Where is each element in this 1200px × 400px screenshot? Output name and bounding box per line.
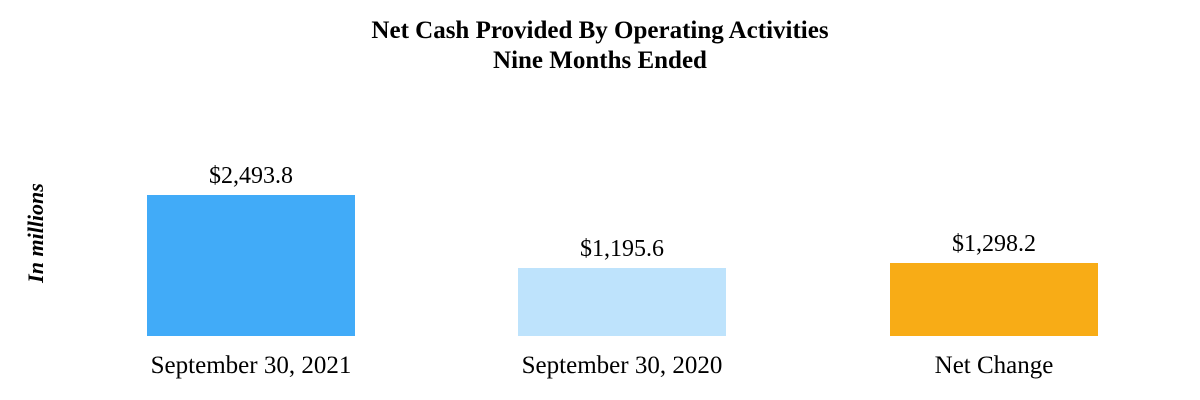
category-label-september-30-2021: September 30, 2021 — [150, 352, 352, 379]
bar-value-label-net-change: $1,298.2 — [952, 231, 1036, 257]
chart-title: Net Cash Provided By Operating Activitie… — [371, 17, 829, 44]
category-label-september-30-2020: September 30, 2020 — [521, 352, 723, 379]
bar-value-label-september-30-2020: $1,195.6 — [580, 236, 664, 262]
bar-net-change — [890, 263, 1098, 336]
chart-subtitle: Nine Months Ended — [493, 47, 707, 74]
bar-september-30-2021 — [147, 195, 355, 336]
bar-september-30-2020 — [518, 268, 726, 336]
bar-value-label-september-30-2021: $2,493.8 — [209, 163, 293, 189]
chart-title-block: Net Cash Provided By Operating Activitie… — [0, 16, 1200, 76]
category-label-net-change: Net Change — [934, 352, 1054, 379]
